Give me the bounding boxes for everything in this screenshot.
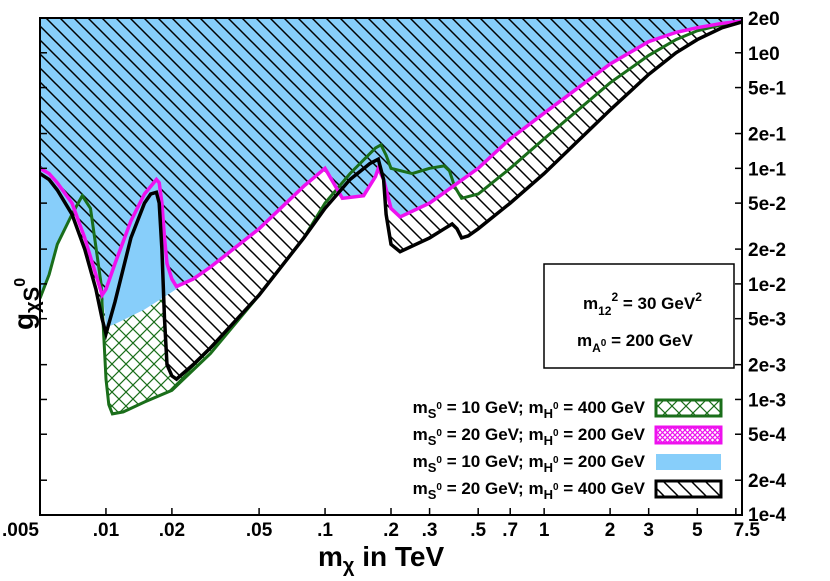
- y-tick-label: 1e-2: [748, 275, 786, 296]
- y-tick-label: 2e-4: [748, 471, 786, 492]
- x-tick-label: 2: [605, 520, 616, 541]
- series-line-ms20-mh400: [40, 20, 742, 382]
- annotation-mA: mA0 = 200 GeV: [577, 331, 693, 355]
- legend-label: mS0 = 10 GeV; mH0 = 200 GeV: [413, 452, 646, 475]
- legend-swatch: [654, 425, 723, 445]
- y-tick-label: 2e-3: [748, 356, 786, 377]
- legend-swatch: [656, 454, 721, 470]
- annotation-m12: m122 = 30 GeV2: [583, 290, 702, 318]
- x-tick-label: .02: [159, 520, 185, 541]
- plot-area: [40, 18, 742, 515]
- y-tick-label: 5e-4: [748, 425, 786, 446]
- y-axis-ticks: 2e0 1e0 5e-1 2e-1 1e-1 5e-2 2e-2 1e-2 5e-3 2e-3 1e…: [40, 9, 786, 526]
- series-line-ms20-mh200: [40, 19, 742, 300]
- y-tick-label: 2e-1: [748, 125, 786, 146]
- y-tick-label: 2e-2: [748, 240, 786, 261]
- x-tick-label: 7.5: [734, 520, 761, 541]
- legend-label: mS0 = 20 GeV; mH0 = 200 GeV: [413, 425, 646, 448]
- x-tick-label: .1: [317, 520, 333, 541]
- y-tick-label: 5e-1: [748, 79, 786, 100]
- legend: mS0 = 10 GeV; mH0 = 400 GeV mS0 = 20 GeV;…: [413, 398, 723, 502]
- y-tick-label: 1e-3: [748, 390, 786, 411]
- excluded-region-hatch: [40, 18, 742, 296]
- legend-label: mS0 = 10 GeV; mH0 = 400 GeV: [413, 398, 646, 421]
- y-tick-label: 5e-2: [748, 194, 786, 215]
- x-tick-label: 1: [539, 520, 550, 541]
- y-axis-label: gχS0: [8, 278, 44, 330]
- x-tick-label: 5: [692, 520, 703, 541]
- y-tick-label: 1e-4: [748, 505, 786, 526]
- y-tick-label: 1e-1: [748, 159, 786, 180]
- legend-swatch: [654, 479, 723, 499]
- y-tick-label: 5e-3: [748, 310, 786, 331]
- legend-label: mS0 = 20 GeV; mH0 = 400 GeV: [413, 479, 646, 502]
- x-tick-label: .01: [93, 520, 120, 541]
- x-axis-label: mχ in TeV: [318, 541, 444, 577]
- annotation-box: m122 = 30 GeV2 mA0 = 200 GeV: [543, 263, 735, 369]
- x-tick-label: .005: [2, 520, 39, 541]
- x-tick-label: .05: [246, 520, 273, 541]
- series-line-ms10-mh400: [40, 20, 742, 416]
- x-tick-label: .5: [470, 520, 486, 541]
- x-axis-ticks: .005 .01 .02 .05 .1 .2 .3 .5 .7 1 2 3 5 7.5: [2, 508, 760, 541]
- x-tick-label: 3: [643, 520, 654, 541]
- x-tick-label: .2: [383, 520, 399, 541]
- y-tick-label: 1e0: [748, 44, 780, 65]
- legend-swatch: [654, 398, 723, 418]
- x-tick-label: .3: [422, 520, 438, 541]
- x-tick-label: .7: [502, 520, 518, 541]
- y-tick-label: 2e0: [748, 9, 780, 30]
